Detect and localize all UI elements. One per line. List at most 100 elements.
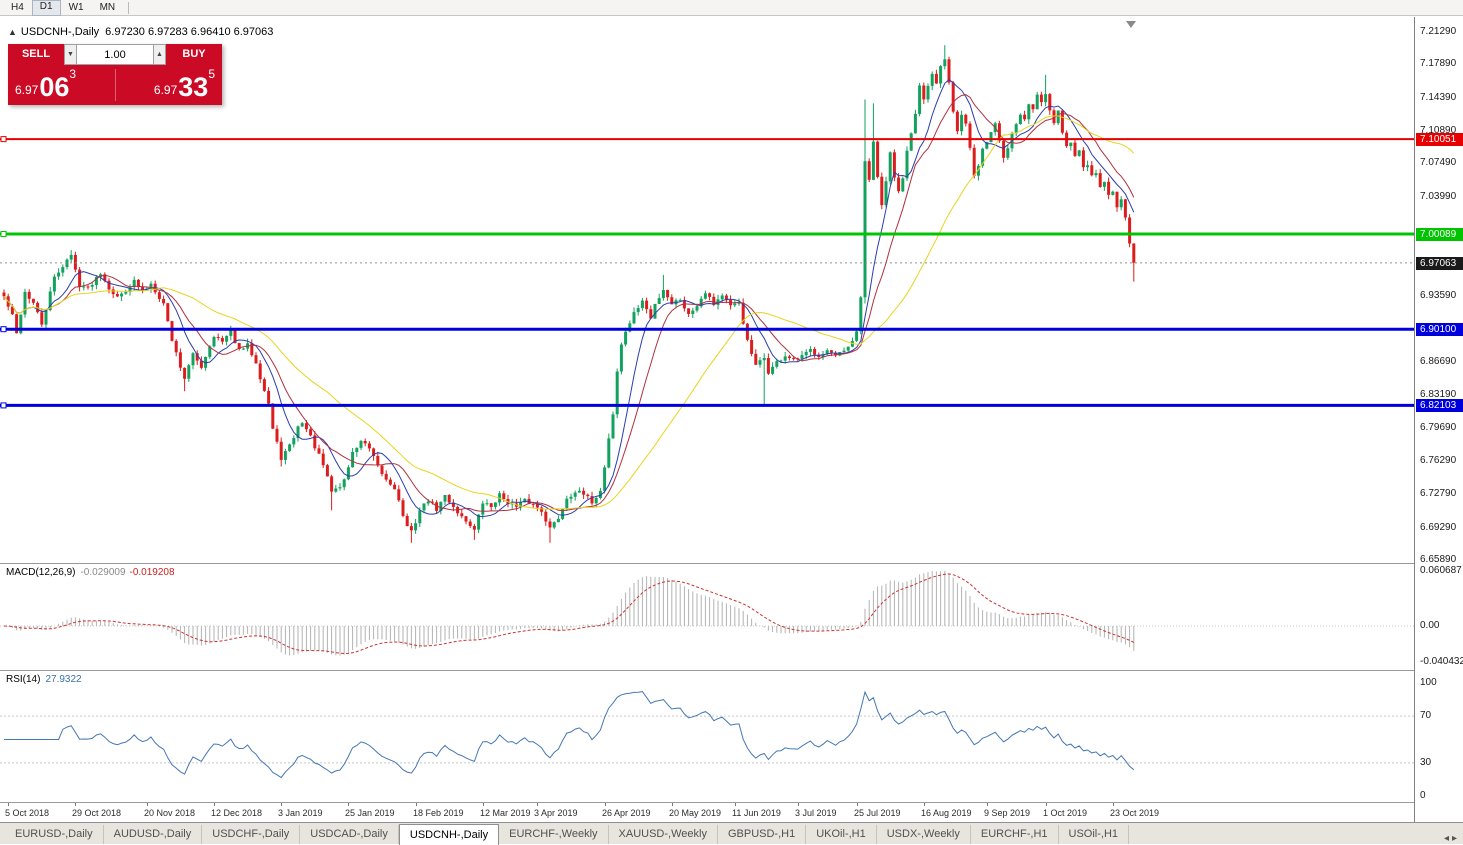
chart-tab-gbpusd-h1[interactable]: GBPUSD-,H1 bbox=[718, 825, 807, 844]
timeframe-button-w1[interactable]: W1 bbox=[68, 1, 84, 13]
date-tick-label: 3 Apr 2019 bbox=[534, 808, 578, 818]
buy-price-big: 33 bbox=[178, 72, 209, 102]
macd-panel[interactable]: MACD(12,26,9) -0.029009 -0.019208 bbox=[0, 564, 1414, 670]
trade-panel-controls: SELL ▼ ▲ BUY bbox=[8, 44, 222, 65]
macd-canvas[interactable] bbox=[0, 564, 1414, 670]
time-axis[interactable]: 5 Oct 2018 29 Oct 2018 20 Nov 2018 12 Dec 2… bbox=[0, 803, 1414, 822]
chart-tab-ukoil-h1[interactable]: UKOil-,H1 bbox=[806, 825, 877, 844]
date-tick-label: 16 Aug 2019 bbox=[921, 808, 972, 818]
time-axis-tick bbox=[1046, 803, 1047, 806]
macd-signal-value: -0.019208 bbox=[129, 567, 175, 578]
candlestick-series bbox=[2, 45, 1136, 543]
timeframe-toolbar: H4 D1 W1 MN bbox=[0, 0, 1463, 16]
chart-tab-eurchf-h1[interactable]: EURCHF-,H1 bbox=[971, 825, 1059, 844]
buy-price-main: 6.97 bbox=[153, 83, 178, 97]
collapse-triangle-icon[interactable]: ▲ bbox=[8, 27, 17, 37]
price-axis-label: 7.21290 bbox=[1420, 26, 1457, 37]
line-handle bbox=[0, 136, 7, 143]
time-axis-tick bbox=[537, 803, 538, 806]
toolbar-separator bbox=[128, 1, 130, 14]
time-axis-tick bbox=[483, 803, 484, 806]
rsi-name: RSI(14) bbox=[6, 674, 41, 685]
rsi-axis-label: 0 bbox=[1420, 790, 1426, 801]
time-axis-tick bbox=[735, 803, 736, 806]
date-tick-label: 3 Jan 2019 bbox=[278, 808, 323, 818]
timeframe-button-h4[interactable]: H4 bbox=[11, 1, 24, 13]
rsi-canvas[interactable] bbox=[0, 671, 1414, 802]
price-badge-7.00089: 7.00089 bbox=[1416, 228, 1463, 241]
rsi-value: 27.9322 bbox=[45, 674, 82, 685]
volume-decrease-button[interactable]: ▼ bbox=[64, 44, 77, 65]
price-axis-label: 6.93590 bbox=[1420, 290, 1457, 301]
chart-tab-xauusd-weekly[interactable]: XAUUSD-,Weekly bbox=[609, 825, 718, 844]
chart-tab-eurchf-weekly[interactable]: EURCHF-,Weekly bbox=[499, 825, 609, 844]
rsi-panel[interactable]: RSI(14) 27.9322 bbox=[0, 671, 1414, 802]
time-axis-tick bbox=[924, 803, 925, 806]
price-axis-label: 6.79690 bbox=[1420, 422, 1457, 433]
tabbar-scroll-right-icon[interactable]: ▸ bbox=[1451, 833, 1457, 844]
date-tick-label: 25 Jul 2019 bbox=[854, 808, 901, 818]
panel-divider[interactable] bbox=[0, 670, 1463, 671]
sell-price-pip: 3 bbox=[69, 67, 77, 81]
macd-name: MACD(12,26,9) bbox=[6, 567, 76, 578]
timeframe-button-mn[interactable]: MN bbox=[99, 1, 116, 13]
price-axis-label: 7.07490 bbox=[1420, 157, 1457, 168]
chart-tabbar: EURUSD-,Daily AUDUSD-,Daily USDCHF-,Daily U… bbox=[0, 822, 1463, 845]
ma-34-line bbox=[3, 115, 1135, 510]
chart-tab-usdchf-daily[interactable]: USDCHF-,Daily bbox=[202, 825, 301, 844]
sell-price[interactable]: 6.97 06 3 bbox=[15, 67, 76, 105]
trade-panel-prices: 6.97 06 3 6.97 33 5 bbox=[8, 65, 222, 105]
price-axis-label: 7.14390 bbox=[1420, 92, 1457, 103]
price-axis-label: 6.76290 bbox=[1420, 455, 1457, 466]
chart-tab-audusd-daily[interactable]: AUDUSD-,Daily bbox=[104, 825, 203, 844]
price-axis-label: 6.69290 bbox=[1420, 522, 1457, 533]
price-badge-7.10051: 7.10051 bbox=[1416, 133, 1463, 146]
macd-axis-label: 0.00 bbox=[1420, 620, 1440, 631]
chart-title: ▲ USDCNH-,Daily 6.97230 6.97283 6.96410 … bbox=[8, 26, 273, 38]
date-tick-label: 5 Oct 2018 bbox=[5, 808, 50, 818]
date-tick-label: 3 Jul 2019 bbox=[795, 808, 837, 818]
date-tick-label: 20 May 2019 bbox=[669, 808, 722, 818]
date-tick-label: 12 Dec 2018 bbox=[211, 808, 263, 818]
chart-tab-eurusd-daily[interactable]: EURUSD-,Daily bbox=[5, 825, 104, 844]
rsi-axis-label: 100 bbox=[1420, 677, 1437, 688]
chart-tab-usdcad-daily[interactable]: USDCAD-,Daily bbox=[300, 825, 399, 844]
chart-shift-marker bbox=[1126, 21, 1136, 28]
time-axis-tick bbox=[416, 803, 417, 806]
sell-price-big: 06 bbox=[39, 72, 70, 102]
ma-8-line bbox=[3, 78, 1135, 518]
ma-13-line bbox=[3, 94, 1135, 512]
price-chart-canvas[interactable] bbox=[0, 17, 1414, 563]
buy-price[interactable]: 6.97 33 5 bbox=[154, 67, 215, 105]
sell-price-main: 6.97 bbox=[15, 83, 39, 97]
macd-axis-label: 0.060687 bbox=[1420, 565, 1462, 576]
time-axis-tick bbox=[348, 803, 349, 806]
chart-tab-usoil-h1[interactable]: USOil-,H1 bbox=[1059, 825, 1130, 844]
price-axis-label: 6.72790 bbox=[1420, 488, 1457, 499]
tabbar-scroll: ◂ ▸ bbox=[1438, 833, 1463, 844]
line-handle bbox=[0, 402, 7, 409]
timeframe-button-d1[interactable]: D1 bbox=[31, 0, 61, 16]
time-axis-tick bbox=[75, 803, 76, 806]
chart-tab-usdx-weekly[interactable]: USDX-,Weekly bbox=[877, 825, 971, 844]
date-tick-label: 29 Oct 2018 bbox=[72, 808, 122, 818]
date-tick-label: 11 Jun 2019 bbox=[732, 808, 781, 818]
macd-main-value: -0.029009 bbox=[80, 567, 126, 578]
buy-button[interactable]: BUY bbox=[166, 44, 222, 65]
date-tick-label: 26 Apr 2019 bbox=[602, 808, 651, 818]
panel-divider[interactable] bbox=[0, 563, 1463, 564]
chart-tab-usdcnh-daily[interactable]: USDCNH-,Daily bbox=[398, 824, 500, 845]
price-axis[interactable]: 7.21290 7.17890 7.14390 7.10890 7.07490 7.039… bbox=[1414, 17, 1463, 822]
price-badge-6.82103: 6.82103 bbox=[1416, 399, 1463, 412]
date-tick-label: 18 Feb 2019 bbox=[413, 808, 464, 818]
volume-increase-button[interactable]: ▲ bbox=[153, 44, 166, 65]
chart-window: ▲ USDCNH-,Daily 6.97230 6.97283 6.96410 … bbox=[0, 17, 1463, 822]
tabbar-scroll-left-icon[interactable]: ◂ bbox=[1443, 833, 1449, 844]
volume-input[interactable] bbox=[77, 44, 153, 65]
price-chart[interactable]: ▲ USDCNH-,Daily 6.97230 6.97283 6.96410 … bbox=[0, 17, 1414, 563]
time-axis-tick bbox=[798, 803, 799, 806]
sell-button[interactable]: SELL bbox=[8, 44, 64, 65]
date-tick-label: 12 Mar 2019 bbox=[480, 808, 531, 818]
price-axis-label: 6.65890 bbox=[1420, 554, 1457, 565]
